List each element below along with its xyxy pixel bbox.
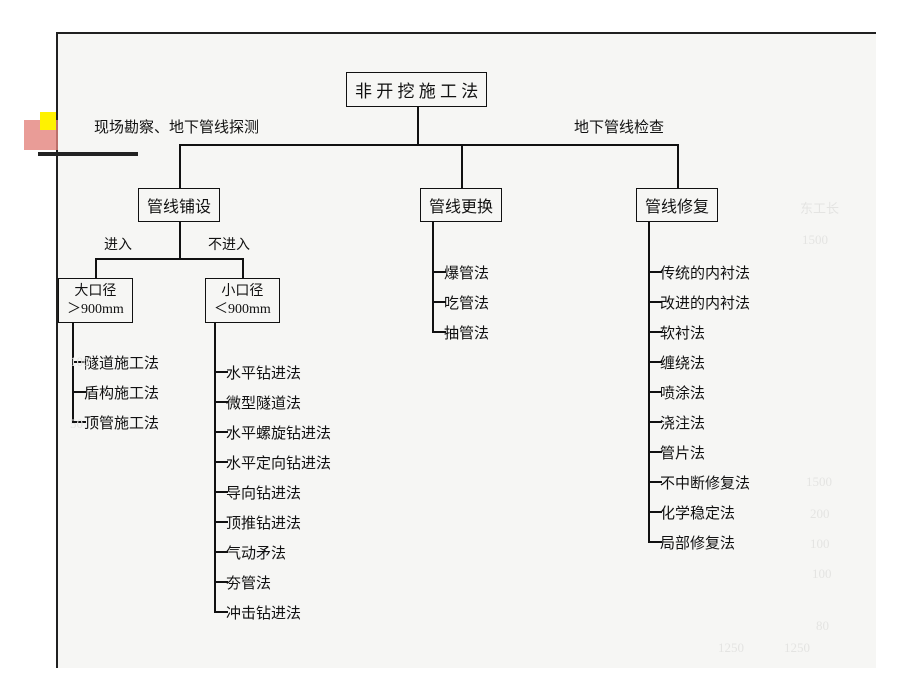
list-item: 水平螺旋钻进法 [226, 422, 331, 443]
ghost-text: 100 [810, 536, 830, 552]
lay-large-line2: ＞900mm [67, 302, 124, 317]
list-item: 隧道施工法 [84, 352, 159, 373]
branch-repair-label: 管线修复 [645, 199, 709, 216]
list-spine [648, 222, 650, 542]
ghost-text: 80 [816, 618, 829, 634]
root-label: 非 开 挖 施 工 法 [355, 82, 478, 101]
list-spine [214, 323, 216, 612]
ghost-text: 东工长 [800, 198, 839, 217]
list-item: 化学稳定法 [660, 502, 735, 523]
connector-v [95, 258, 97, 278]
list-spine [432, 222, 434, 332]
branch-lay: 管线铺设 [138, 188, 220, 222]
list-item: 微型隧道法 [226, 392, 301, 413]
list-item: 管片法 [660, 442, 705, 463]
list-item: 局部修复法 [660, 532, 735, 553]
list-item: 抽管法 [444, 322, 489, 343]
list-item: 夯管法 [226, 572, 271, 593]
list-item: 水平钻进法 [226, 362, 301, 383]
connector-v [242, 258, 244, 278]
scan-artifact-yellow [40, 112, 56, 130]
list-item: 喷涂法 [660, 382, 705, 403]
ghost-text: 100 [812, 566, 832, 582]
lay-large-line1: 大口径 [74, 284, 116, 299]
list-item: 浇注法 [660, 412, 705, 433]
lay-small-line2: ＜900mm [214, 302, 271, 317]
list-spine [72, 323, 74, 422]
ghost-text: 1500 [806, 474, 832, 490]
list-item: 顶管施工法 [84, 412, 159, 433]
ghost-text: 100 [70, 354, 90, 370]
connector-v [461, 144, 463, 188]
list-item: 不中断修复法 [660, 472, 750, 493]
branch-repair: 管线修复 [636, 188, 718, 222]
lay-large-node: 大口径 ＞900mm [58, 278, 133, 323]
lay-small-node: 小口径 ＜900mm [205, 278, 280, 323]
list-item: 软衬法 [660, 322, 705, 343]
ghost-text: 50 [70, 416, 83, 432]
connector-h [179, 144, 677, 146]
branch-replace-label: 管线更换 [429, 199, 493, 216]
list-item: 爆管法 [444, 262, 489, 283]
lay-small-line1: 小口径 [221, 284, 263, 299]
edge-label-enter: 进入 [104, 234, 132, 254]
ghost-text: 1500 [802, 232, 828, 248]
list-item: 吃管法 [444, 292, 489, 313]
ghost-text: 1250 [784, 640, 810, 656]
edge-label-survey: 现场勘察、地下管线探测 [94, 116, 259, 137]
root-node: 非 开 挖 施 工 法 [346, 72, 487, 107]
list-item: 传统的内衬法 [660, 262, 750, 283]
ghost-text: 1250 [718, 640, 744, 656]
edge-label-inspect: 地下管线检查 [574, 116, 664, 137]
connector-h [95, 258, 242, 260]
list-item: 气动矛法 [226, 542, 286, 563]
branch-replace: 管线更换 [420, 188, 502, 222]
ghost-text: 200 [810, 506, 830, 522]
list-item: 改进的内衬法 [660, 292, 750, 313]
list-item: 缠绕法 [660, 352, 705, 373]
list-item: 导向钻进法 [226, 482, 301, 503]
list-item: 顶推钻进法 [226, 512, 301, 533]
connector-v [179, 144, 181, 188]
list-item: 水平定向钻进法 [226, 452, 331, 473]
edge-label-not-enter: 不进入 [208, 234, 250, 254]
scan-artifact-underline [38, 152, 138, 156]
branch-lay-label: 管线铺设 [147, 199, 211, 216]
connector-v [677, 144, 679, 188]
connector-v [417, 107, 419, 144]
list-item: 盾构施工法 [84, 382, 159, 403]
list-item: 冲击钻进法 [226, 602, 301, 623]
connector-v [179, 222, 181, 258]
